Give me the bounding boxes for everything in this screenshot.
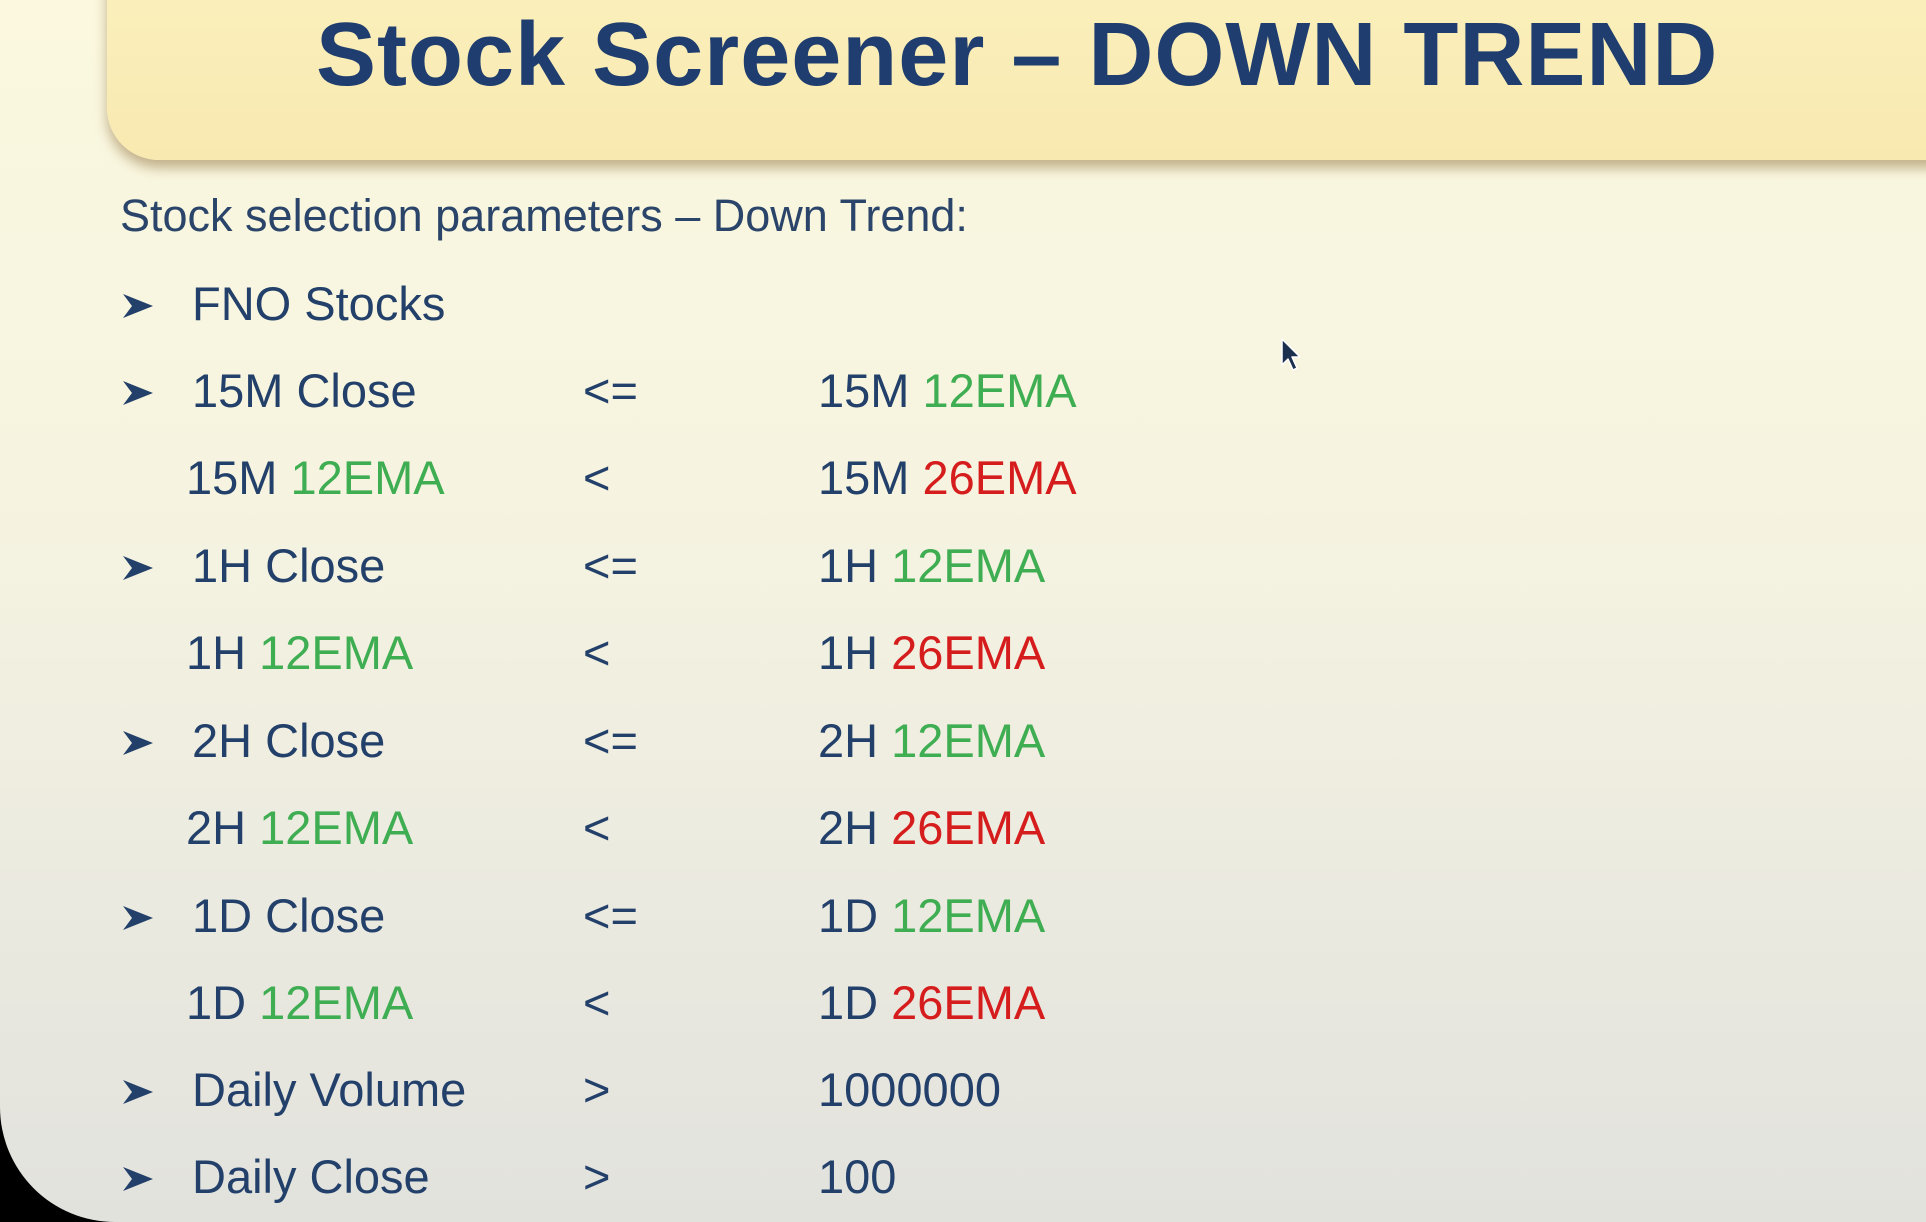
criteria-left: Daily Volume	[192, 1062, 466, 1117]
arrowhead-bullet-icon	[120, 713, 156, 773]
criteria-left-text: 1H	[186, 626, 260, 679]
criteria-right-ema: 26EMA	[922, 451, 1077, 504]
criteria-right-text: 2H	[818, 801, 892, 854]
criteria-right-ema: 12EMA	[922, 364, 1077, 417]
criteria-right: 100	[818, 1149, 896, 1204]
criteria-left-text: 1D Close	[192, 889, 386, 942]
criteria-right: 15M 12EMA	[818, 363, 1077, 418]
criteria-right-text: 15M	[818, 364, 923, 417]
criteria-left-text: Daily Close	[192, 1150, 430, 1203]
arrowhead-bullet-icon	[120, 538, 156, 598]
criteria-right-text: 15M	[818, 451, 923, 504]
criteria-right-ema: 12EMA	[891, 714, 1046, 767]
criteria-operator: <	[583, 451, 611, 504]
criteria-left: 15M Close	[192, 363, 417, 418]
criteria-left-ema: 12EMA	[259, 801, 414, 854]
criteria-right: 1D 12EMA	[818, 888, 1045, 943]
criteria-right-ema: 26EMA	[891, 801, 1046, 854]
criteria-right: 15M 26EMA	[818, 450, 1077, 505]
arrowhead-bullet-icon	[120, 888, 156, 948]
criteria-right-text: 1D	[818, 889, 892, 942]
criteria-left-ema: 12EMA	[259, 976, 414, 1029]
criteria-left-text: 15M Close	[192, 364, 417, 417]
criteria-left-text: 15M	[186, 451, 291, 504]
criteria-right-text: 100	[818, 1150, 897, 1203]
slide-title: Stock Screener – DOWN TREND	[316, 5, 1719, 105]
criteria-left: 1D Close	[192, 888, 385, 943]
criteria-operator: >	[583, 1150, 611, 1203]
criteria-left-text: Daily Volume	[192, 1063, 467, 1116]
criteria-left-text: 1D	[186, 976, 260, 1029]
criteria-left-ema: 12EMA	[259, 626, 414, 679]
criteria-left: 1H Close	[192, 538, 385, 593]
criteria-operator: <	[583, 976, 611, 1029]
criteria-left-text: 2H	[186, 801, 260, 854]
criteria-operator: <=	[583, 539, 638, 592]
criteria-right-ema: 12EMA	[891, 889, 1046, 942]
arrowhead-bullet-icon	[120, 1149, 156, 1209]
criteria-right-text: 2H	[818, 714, 892, 767]
criteria-right-text: 1H	[818, 539, 892, 592]
criteria-left-text: FNO Stocks	[192, 277, 446, 330]
criteria-right: 2H 12EMA	[818, 713, 1045, 768]
arrowhead-bullet-icon	[120, 276, 156, 336]
arrowhead-bullet-icon	[120, 1062, 156, 1122]
criteria-right-ema: 26EMA	[891, 626, 1046, 679]
criteria-left-text: 2H Close	[192, 714, 386, 767]
criteria-left-text: 1H Close	[192, 539, 386, 592]
criteria-left-ema: 12EMA	[290, 451, 445, 504]
criteria-left: FNO Stocks	[192, 276, 445, 331]
mouse-pointer-icon	[1281, 338, 1303, 377]
criteria-right: 1D 26EMA	[818, 975, 1045, 1030]
criteria-right: 1H 26EMA	[818, 625, 1045, 680]
title-banner	[107, 0, 1926, 160]
criteria-right: 1H 12EMA	[818, 538, 1045, 593]
criteria-right-text: 1H	[818, 626, 892, 679]
criteria-right-ema: 26EMA	[891, 976, 1046, 1029]
criteria-left: 1D 12EMA	[186, 975, 413, 1030]
criteria-operator: <	[583, 626, 611, 679]
criteria-left: 2H Close	[192, 713, 385, 768]
criteria-left: 1H 12EMA	[186, 625, 413, 680]
criteria-operator: >	[583, 1063, 611, 1116]
criteria-operator: <=	[583, 889, 638, 942]
criteria-right: 2H 26EMA	[818, 800, 1045, 855]
criteria-operator: <=	[583, 714, 638, 767]
criteria-operator: <=	[583, 364, 638, 417]
criteria-right-text: 1000000	[818, 1063, 1001, 1116]
criteria-operator: <	[583, 801, 611, 854]
criteria-left: 15M 12EMA	[186, 450, 445, 505]
arrowhead-bullet-icon	[120, 363, 156, 423]
criteria-right-text: 1D	[818, 976, 892, 1029]
criteria-left: 2H 12EMA	[186, 800, 413, 855]
criteria-left: Daily Close	[192, 1149, 430, 1204]
criteria-right: 1000000	[818, 1062, 1001, 1117]
criteria-right-ema: 12EMA	[891, 539, 1046, 592]
slide-subtitle: Stock selection parameters – Down Trend:	[120, 190, 968, 241]
